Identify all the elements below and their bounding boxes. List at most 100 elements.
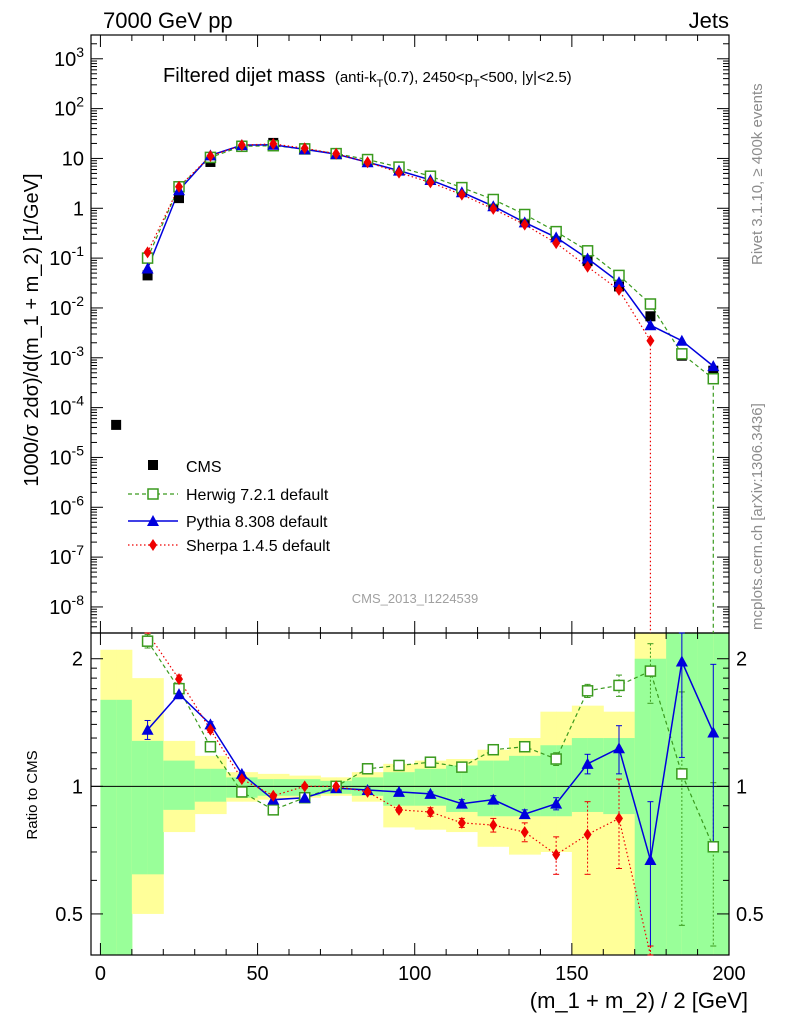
ratio-point-sherpa bbox=[332, 780, 341, 793]
band-green bbox=[273, 779, 290, 796]
band-green bbox=[430, 768, 447, 806]
side-label-mcplots: mcplots.cern.ch [arXiv:1306.3436] bbox=[749, 403, 766, 630]
ratio-y-tick-label-right: 1 bbox=[736, 776, 747, 798]
main-point-sherpa bbox=[520, 218, 529, 231]
ratio-point-sherpa bbox=[269, 789, 278, 802]
main-y-tick-label: 10 bbox=[62, 148, 84, 170]
x-tick-label: 200 bbox=[712, 963, 745, 985]
main-point-sherpa bbox=[300, 142, 309, 155]
band-green bbox=[194, 768, 211, 802]
title-main: Filtered dijet mass bbox=[163, 65, 325, 87]
ratio-point-sherpa bbox=[583, 828, 592, 841]
ratio-y-tick-label: 1 bbox=[72, 776, 83, 798]
band-green bbox=[147, 740, 164, 875]
side-label-rivet: Rivet 3.1.10, ≥ 400k events bbox=[749, 83, 766, 265]
main-point-cms bbox=[645, 311, 656, 322]
header-left: 7000 GeV pp bbox=[103, 8, 233, 33]
main-point-herwig bbox=[707, 372, 720, 385]
band-green bbox=[116, 699, 133, 955]
ratio-point-pythia bbox=[455, 797, 468, 809]
ratio-point-herwig bbox=[141, 635, 154, 647]
ratio-point-sherpa bbox=[237, 773, 246, 786]
legend-label-pythia: Pythia 8.308 default bbox=[186, 514, 328, 531]
band-green bbox=[697, 633, 714, 955]
ratio-point-pythia bbox=[393, 785, 405, 797]
x-axis-label: (m_1 + m_2) / 2 [GeV] bbox=[530, 988, 748, 1013]
ratio-point-herwig bbox=[518, 740, 531, 753]
ratio-point-herwig bbox=[487, 743, 500, 756]
main-point-sherpa bbox=[457, 188, 466, 201]
ratio-point-pythia bbox=[550, 797, 563, 809]
band-green bbox=[210, 768, 227, 802]
band-green bbox=[163, 760, 180, 810]
ratio-point-pythia bbox=[613, 742, 625, 754]
y-axis-label-main: 1000/σ 2dσ)/d(m_1 + m_2) [1/GeV] bbox=[21, 173, 43, 486]
ratio-point-pythia bbox=[424, 787, 437, 799]
axes-group: 0 50 100 150 200 10-8 10-7 10-6 10-5 10-4 10-3 10-2… bbox=[49, 34, 764, 985]
band-green bbox=[587, 738, 604, 812]
y-axis-label-ratio: Ratio to CMS bbox=[24, 750, 41, 839]
main-point-pythia bbox=[675, 334, 688, 346]
ratio-point-herwig bbox=[644, 665, 657, 677]
legend-marker-cms bbox=[148, 460, 158, 470]
ratio-point-sherpa bbox=[615, 812, 623, 825]
band-green bbox=[131, 740, 149, 875]
ratio-point-sherpa bbox=[175, 673, 183, 686]
main-y-tick-label: 10-6 bbox=[49, 492, 84, 519]
main-point-sherpa bbox=[552, 237, 561, 250]
main-point-sherpa bbox=[206, 149, 215, 162]
main-point-sherpa bbox=[615, 283, 623, 296]
main-y-tick-label: 10-2 bbox=[49, 293, 84, 320]
main-point-sherpa bbox=[489, 202, 498, 215]
ratio-point-sherpa bbox=[363, 785, 372, 798]
title-sub-kt: T bbox=[377, 78, 384, 90]
ratio-point-pythia bbox=[644, 854, 657, 866]
ratio-point-herwig bbox=[550, 753, 562, 765]
ratio-point-herwig bbox=[267, 804, 280, 816]
main-y-tick-label: 1 bbox=[73, 198, 84, 220]
main-point-cms bbox=[142, 270, 153, 281]
ratio-point-herwig bbox=[424, 756, 437, 768]
main-y-tick-label: 10-1 bbox=[49, 243, 84, 270]
band-green bbox=[289, 779, 306, 796]
title-sub-mid: (0.7), 2450<p bbox=[383, 69, 473, 86]
legend-label-herwig: Herwig 7.2.1 default bbox=[186, 487, 329, 504]
main-point-pythia bbox=[141, 262, 154, 274]
main-y-tick-label: 10-8 bbox=[49, 592, 84, 619]
x-tick-label: 0 bbox=[95, 963, 106, 985]
main-point-cms bbox=[111, 419, 122, 430]
band-green bbox=[461, 765, 479, 812]
ratio-uncertainty-bands bbox=[100, 633, 730, 955]
main-y-tick-label: 102 bbox=[54, 94, 84, 121]
main-point-pythia bbox=[581, 252, 594, 264]
x-tick-label: 50 bbox=[246, 963, 268, 985]
x-tick-label: 150 bbox=[555, 963, 588, 985]
ratio-point-herwig bbox=[613, 679, 625, 692]
band-green bbox=[383, 772, 400, 806]
band-green bbox=[399, 772, 416, 806]
ratio-line-sherpa bbox=[147, 632, 652, 956]
main-point-herwig bbox=[644, 298, 657, 310]
band-green bbox=[634, 658, 651, 955]
main-y-tick-label: 10-7 bbox=[49, 542, 84, 569]
main-point-sherpa bbox=[426, 176, 435, 189]
main-point-pythia bbox=[644, 319, 657, 331]
band-green bbox=[571, 738, 589, 812]
main-point-cms bbox=[174, 193, 184, 204]
ratio-point-sherpa bbox=[206, 723, 215, 736]
band-green bbox=[257, 779, 274, 796]
plot-title: Filtered dijet mass (anti-kT(0.7), 2450<… bbox=[163, 65, 572, 90]
ratio-point-herwig bbox=[393, 759, 405, 772]
legend-label-sherpa: Sherpa 1.4.5 default bbox=[186, 538, 331, 555]
legend-marker-sherpa bbox=[149, 539, 157, 551]
band-green bbox=[713, 633, 730, 955]
ratio-point-sherpa bbox=[395, 803, 403, 816]
main-y-tick-label: 103 bbox=[54, 44, 84, 71]
main-point-pythia bbox=[550, 231, 563, 243]
ratio-point-pythia bbox=[581, 757, 594, 769]
main-y-tick-label: 10-4 bbox=[49, 393, 84, 420]
ratio-point-pythia bbox=[173, 688, 185, 700]
title-sub-end: <500, |y|<2.5) bbox=[480, 69, 572, 86]
main-point-sherpa bbox=[143, 246, 152, 259]
ratio-point-sherpa bbox=[300, 780, 309, 793]
